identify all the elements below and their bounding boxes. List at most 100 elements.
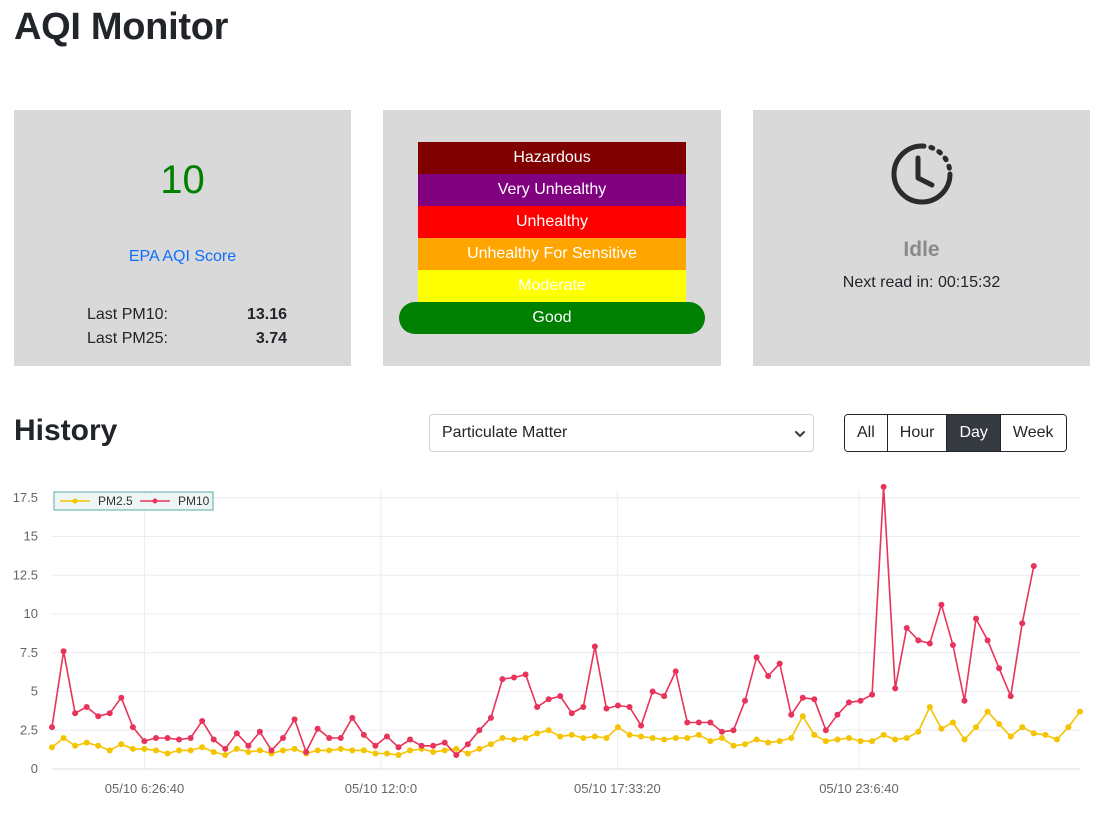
data-point [176, 736, 183, 743]
data-point [961, 736, 968, 743]
data-point [811, 731, 818, 738]
chevron-down-icon [795, 431, 805, 437]
data-point [811, 696, 818, 703]
data-point [742, 697, 749, 704]
data-point [199, 744, 206, 751]
data-point [591, 643, 598, 650]
data-point [626, 704, 633, 710]
data-point [141, 745, 148, 752]
data-point [661, 736, 668, 743]
range-week-button[interactable]: Week [1000, 415, 1066, 451]
data-point [210, 736, 217, 743]
data-point [822, 738, 829, 745]
data-point [557, 693, 564, 700]
data-point [765, 739, 772, 746]
data-point [799, 694, 806, 701]
y-tick-label: 7.5 [20, 645, 38, 660]
data-point [291, 745, 298, 752]
range-all-button[interactable]: All [845, 415, 888, 451]
data-point [545, 696, 552, 703]
data-point [845, 699, 852, 706]
data-point [118, 741, 125, 748]
data-point [106, 747, 113, 754]
data-point [152, 747, 159, 754]
data-point [718, 735, 725, 741]
data-point [1007, 693, 1014, 700]
metric-select-value: Particulate Matter [442, 424, 568, 441]
data-point [603, 735, 610, 741]
data-point [349, 747, 356, 754]
data-point [614, 724, 621, 731]
data-point [314, 747, 321, 754]
data-point [984, 637, 991, 644]
x-tick-label: 05/10 12:0:0 [345, 781, 417, 796]
data-point [1030, 730, 1037, 737]
data-point [776, 738, 783, 745]
data-point [949, 642, 956, 648]
data-point [522, 671, 529, 678]
data-point [903, 735, 910, 741]
legend-label: PM2.5 [98, 494, 133, 508]
data-point [407, 747, 414, 754]
metric-select[interactable]: Particulate Matter [429, 414, 814, 452]
data-point [49, 724, 55, 731]
data-point [164, 750, 171, 757]
data-point [233, 745, 240, 752]
data-point [973, 724, 980, 731]
data-point [337, 745, 344, 752]
data-point [788, 711, 795, 718]
data-point [129, 724, 136, 731]
legend-swatch-dot [152, 498, 158, 504]
y-tick-label: 15 [24, 529, 38, 544]
data-point [349, 714, 356, 721]
data-point [49, 744, 55, 751]
range-day-button[interactable]: Day [947, 415, 1001, 451]
data-point [926, 640, 933, 647]
data-point [822, 727, 829, 734]
data-point [684, 735, 691, 741]
data-point [476, 745, 483, 752]
y-tick-label: 10 [24, 606, 38, 621]
aqi-scale-card: Hazardous Very Unhealthy Unhealthy Unhea… [383, 110, 721, 366]
scale-level-hazardous: Hazardous [418, 142, 686, 174]
data-point [256, 747, 263, 754]
range-hour-button[interactable]: Hour [887, 415, 948, 451]
data-point [476, 727, 483, 734]
scale-level-unhealthy-for-sensitive: Unhealthy For Sensitive [418, 238, 686, 270]
data-point [164, 735, 171, 741]
last-pm25-value: 3.74 [255, 330, 287, 347]
data-point [915, 728, 922, 735]
data-point [996, 665, 1003, 672]
data-point [672, 735, 679, 741]
y-tick-label: 2.5 [20, 722, 38, 737]
aqi-scale-list: Hazardous Very Unhealthy Unhealthy Unhea… [418, 142, 686, 302]
data-point [1042, 731, 1049, 738]
data-point [626, 731, 633, 738]
data-point [845, 735, 852, 741]
data-point [1019, 620, 1026, 627]
data-point [707, 738, 714, 745]
data-point [834, 736, 841, 743]
data-point [383, 750, 390, 757]
data-point [314, 725, 321, 732]
data-point [395, 744, 402, 751]
data-point [407, 736, 414, 743]
data-point [568, 731, 575, 738]
data-point [453, 752, 460, 759]
data-point [280, 735, 287, 741]
data-point [95, 713, 102, 720]
data-point [591, 733, 598, 740]
data-point [799, 713, 806, 720]
data-point [568, 710, 575, 717]
data-point [372, 750, 379, 757]
data-point [487, 741, 494, 748]
data-point [383, 733, 390, 740]
data-point [464, 741, 471, 748]
data-point [222, 745, 229, 752]
x-tick-label: 05/10 17:33:20 [574, 781, 661, 796]
data-point [187, 735, 194, 741]
data-point [545, 727, 552, 734]
data-point [222, 752, 229, 759]
data-point [129, 745, 136, 752]
range-button-group: All Hour Day Week [844, 414, 1067, 452]
